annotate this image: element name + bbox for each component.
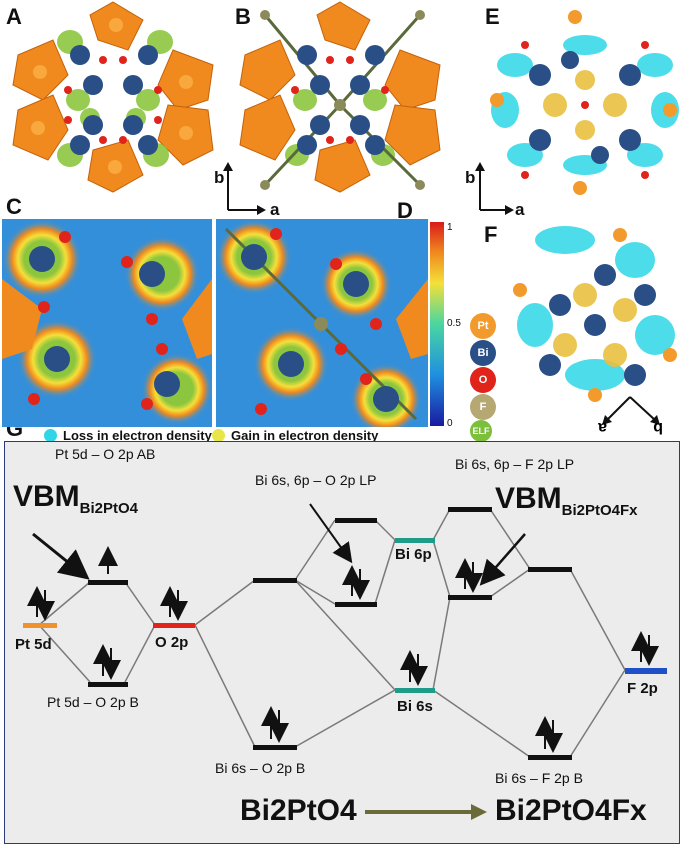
label-bi6p: Bi 6p [395, 546, 432, 563]
colorbar [430, 222, 444, 426]
structure-panel-b [239, 1, 441, 193]
legend-elf: ELF [470, 420, 492, 442]
level-pt5d [23, 623, 57, 628]
axis-a-label-f: a [598, 419, 607, 436]
level-f2p [625, 668, 667, 674]
axis-b-label-f: b [653, 419, 663, 436]
level-bi6p [395, 538, 435, 543]
label-pt5d-o2p-ab: Pt 5d – O 2p AB [55, 446, 156, 462]
label-f2p: F 2p [627, 680, 658, 697]
vbm2-main: VBM [495, 482, 562, 515]
legend-loss: Loss in electron density [44, 428, 212, 443]
label-vbm2: VBMBi2PtO4Fx [495, 482, 638, 519]
level-pt5d-o2p-ab [88, 580, 128, 585]
colorbar-mid: 0.5 [447, 318, 461, 329]
level-f-mid [528, 567, 572, 572]
vbm1-pointer [32, 532, 90, 580]
legend-o: O [470, 367, 496, 393]
label-reactant: Bi2PtO4 [240, 794, 357, 827]
mo-diagram-svg [23, 503, 667, 820]
level-bi6s-f2p-b [528, 755, 572, 760]
axes-arrows-b [223, 162, 266, 215]
label-o2p: O 2p [155, 634, 189, 651]
panel-label-e: E [485, 4, 500, 29]
level-bi6s [395, 688, 435, 693]
level-bi6s6p-f2p-lp [448, 595, 492, 600]
legend-o-ball: O [470, 367, 496, 393]
axes-arrows-e [475, 162, 514, 215]
gain-dot [212, 429, 225, 442]
elf-map-d [216, 219, 428, 427]
structure-panel-a [12, 1, 214, 193]
electron-arrows [27, 546, 659, 753]
level-bi6p-ab [335, 518, 377, 523]
label-pt5d-o2p-b: Pt 5d – O 2p B [47, 694, 139, 710]
panel-label-b: B [235, 4, 251, 29]
legend-loss-text: Loss in electron density [63, 428, 212, 443]
label-vbm1: VBMBi2PtO4 [13, 480, 138, 517]
label-bi6s-o2p-b: Bi 6s – O 2p B [215, 760, 306, 776]
legend-f-ball: F [470, 394, 496, 420]
panel-label-d: D [397, 198, 413, 223]
vbm1-main: VBM [13, 480, 80, 513]
legend-pt: Pt [470, 313, 496, 339]
legend-pt-ball: Pt [470, 313, 496, 339]
level-bi6s6p-o2p-lp [335, 602, 377, 607]
reaction-arrow-head [471, 804, 487, 820]
axis-a-label-e: a [515, 200, 525, 219]
level-bi6s-o2p-b [253, 745, 297, 750]
loss-dot [44, 429, 57, 442]
label-pt5d: Pt 5d [15, 636, 52, 653]
panel-label-c: C [6, 194, 22, 219]
lp1-pointer [309, 503, 353, 564]
label-bi6s-f2p-b: Bi 6s – F 2p B [495, 770, 583, 786]
vbm2-sub: Bi2PtO4Fx [561, 502, 638, 519]
vbm1-sub: Bi2PtO4 [79, 500, 139, 517]
legend-bi-ball: Bi [470, 340, 496, 366]
colorbar-min: 0 [447, 418, 453, 429]
axis-b-label: b [214, 168, 225, 187]
mo-connector-lines [38, 508, 626, 758]
panel-label-f: F [484, 222, 498, 247]
colorbar-max: 1 [447, 222, 453, 233]
legend-elf-ball: ELF [470, 420, 492, 442]
charge-density-panel-e [490, 10, 679, 195]
mo-diagram-panel: Pt 5d – O 2p AB VBMBi2PtO4 Bi 6s, 6p – O… [4, 441, 680, 844]
level-ab-mid [253, 578, 297, 583]
vbm2-pointer [479, 533, 526, 586]
charge-density-panel-f: a b [513, 226, 677, 436]
panel-label-a: A [6, 4, 22, 29]
level-o2p [153, 623, 195, 628]
legend-f: F [470, 394, 496, 420]
axis-b-label-e: b [465, 168, 476, 187]
axis-a-label: a [270, 200, 280, 219]
label-bi6s: Bi 6s [397, 698, 433, 715]
elf-map-c [2, 219, 212, 427]
energy-levels [23, 507, 667, 760]
legend-gain: Gain in electron density [212, 428, 378, 443]
legend-gain-text: Gain in electron density [231, 428, 379, 443]
level-pt5d-o2p-b [88, 682, 128, 687]
level-f-ab [448, 507, 492, 512]
legend-bi: Bi [470, 340, 496, 366]
label-bi6s6p-f2p-lp: Bi 6s, 6p – F 2p LP [455, 456, 575, 472]
label-bi6s6p-o2p-lp: Bi 6s, 6p – O 2p LP [255, 472, 377, 488]
label-product: Bi2PtO4Fx [495, 794, 647, 827]
